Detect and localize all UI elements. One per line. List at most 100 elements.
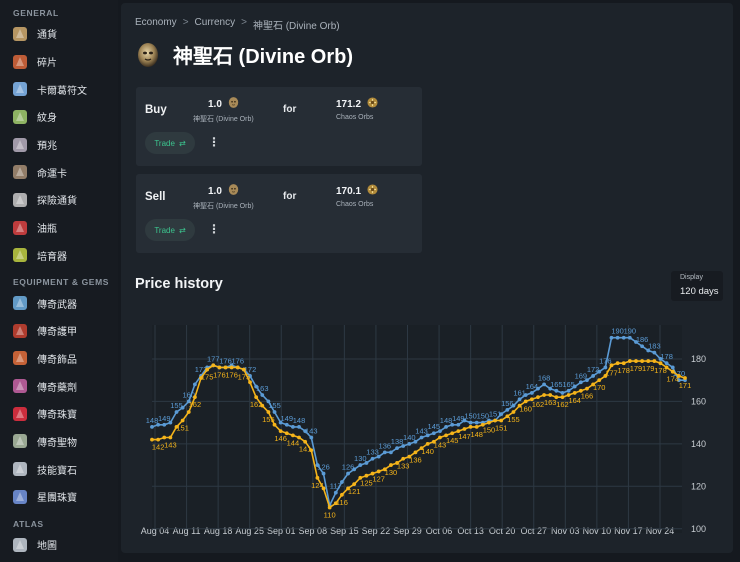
sidebar-item[interactable]: 傳奇飾品	[0, 345, 118, 373]
chaos-orb-icon	[366, 183, 379, 199]
sidebar-item[interactable]: 探險通貨	[0, 186, 118, 214]
data-point	[321, 471, 326, 476]
data-point	[248, 374, 252, 378]
data-point	[303, 439, 308, 444]
sidebar-item[interactable]: 油瓶	[0, 214, 118, 242]
sidebar-item[interactable]: 傳奇珠寶	[0, 400, 118, 428]
sidebar-item[interactable]: 傳奇武器	[0, 289, 118, 317]
x-tick-label: Nov 24	[646, 526, 675, 536]
data-point	[609, 363, 614, 368]
data-label: 138	[391, 437, 404, 446]
data-point	[505, 407, 510, 412]
sidebar-item[interactable]: 預兆	[0, 131, 118, 159]
data-label: 155	[262, 415, 275, 424]
sidebar-item[interactable]: 地圖	[0, 531, 118, 559]
data-point	[670, 369, 675, 374]
data-point	[438, 429, 442, 434]
data-label: 145	[428, 422, 441, 431]
breadcrumb-currency[interactable]: Currency	[194, 17, 236, 28]
data-point	[358, 475, 363, 480]
sidebar-item[interactable]: 培育器	[0, 242, 118, 270]
data-point	[591, 382, 596, 387]
data-point	[499, 418, 504, 423]
data-point	[676, 374, 681, 378]
data-label: 150	[483, 426, 496, 435]
oil-icon	[10, 218, 30, 238]
data-label: 136	[409, 455, 422, 464]
y-tick-label: 180	[691, 354, 706, 364]
data-point	[456, 422, 461, 427]
data-point	[676, 378, 681, 383]
more-options-button[interactable]: ⋮	[208, 222, 220, 236]
data-label: 170	[593, 383, 606, 392]
data-point	[321, 486, 326, 491]
data-point	[168, 435, 173, 440]
data-point	[529, 391, 534, 395]
data-label: 145	[446, 436, 459, 445]
sidebar-item-label: 星團珠寶	[37, 493, 77, 505]
sidebar-item[interactable]: 通貨	[0, 20, 118, 48]
sidebar-item[interactable]: 技能寶石	[0, 455, 118, 483]
data-point	[156, 437, 161, 442]
data-point	[278, 429, 283, 434]
x-tick-label: Nov 10	[583, 526, 612, 536]
sidebar-item[interactable]: 星團珠寶	[0, 483, 118, 511]
data-point	[419, 446, 424, 451]
trade-side-label: Sell	[145, 191, 166, 203]
sidebar-item[interactable]: 命運卡	[0, 158, 118, 186]
trade-button[interactable]: Trade ⇄	[145, 132, 195, 154]
data-label: 177	[207, 354, 220, 363]
trade-button[interactable]: Trade ⇄	[145, 219, 195, 241]
get-amount-value: 171.2	[336, 98, 362, 110]
sidebar-item[interactable]: 傳奇藥劑	[0, 372, 118, 400]
price-history-title: Price history	[135, 276, 223, 292]
more-options-button[interactable]: ⋮	[208, 135, 220, 149]
data-point	[156, 422, 161, 427]
sidebar-item[interactable]: 紋身	[0, 103, 118, 131]
sidebar-item[interactable]: 卡爾葛符文	[0, 75, 118, 103]
data-label: 148	[440, 416, 453, 425]
tattoo-icon	[10, 107, 30, 127]
sidebar-item-label: 傳奇武器	[37, 299, 77, 311]
data-point	[548, 393, 553, 397]
data-label: 179	[642, 364, 655, 373]
data-point	[291, 424, 295, 429]
data-point	[180, 418, 185, 423]
sidebar-item-label: 技能寶石	[37, 465, 77, 477]
y-tick-label: 100	[691, 524, 706, 534]
sidebar-item-label: 探險通貨	[37, 196, 77, 208]
get-currency-name: Chaos Orbs	[336, 201, 374, 208]
data-point	[150, 437, 154, 442]
data-point	[303, 429, 308, 434]
display-range-select[interactable]: Display 120 days	[671, 271, 723, 301]
unique-armour-icon	[10, 321, 30, 341]
data-point	[315, 463, 320, 467]
data-point	[211, 363, 216, 368]
data-label: 148	[293, 416, 306, 425]
data-point	[566, 393, 571, 397]
breadcrumb-separator: >	[182, 17, 189, 28]
cluster-jewel-icon	[10, 487, 30, 507]
data-point	[150, 424, 154, 429]
sidebar-item-label: 傳奇護甲	[37, 327, 77, 339]
sidebar-item-label: 通貨	[37, 30, 57, 42]
data-label: 140	[403, 433, 416, 442]
x-tick-label: Sep 22	[362, 526, 391, 536]
data-label: 143	[415, 426, 428, 435]
sidebar-item[interactable]: 碎片	[0, 48, 118, 76]
data-point	[615, 361, 620, 366]
data-label: 162	[250, 400, 263, 409]
data-point	[474, 424, 479, 429]
sidebar-item[interactable]: 傳奇聖物	[0, 428, 118, 456]
sidebar-item[interactable]: 傳奇護甲	[0, 317, 118, 345]
buy-card: Buy 1.0 神聖石 (Divine Orb) for 171.2 Chaos…	[136, 87, 422, 166]
data-point	[542, 393, 546, 397]
x-tick-label: Aug 25	[235, 526, 264, 536]
for-label: for	[283, 104, 297, 115]
data-label: 126	[317, 463, 330, 472]
data-point	[566, 388, 571, 393]
data-point	[254, 395, 259, 400]
data-point	[658, 357, 663, 361]
data-point	[627, 359, 632, 363]
breadcrumb-economy[interactable]: Economy	[135, 17, 177, 28]
